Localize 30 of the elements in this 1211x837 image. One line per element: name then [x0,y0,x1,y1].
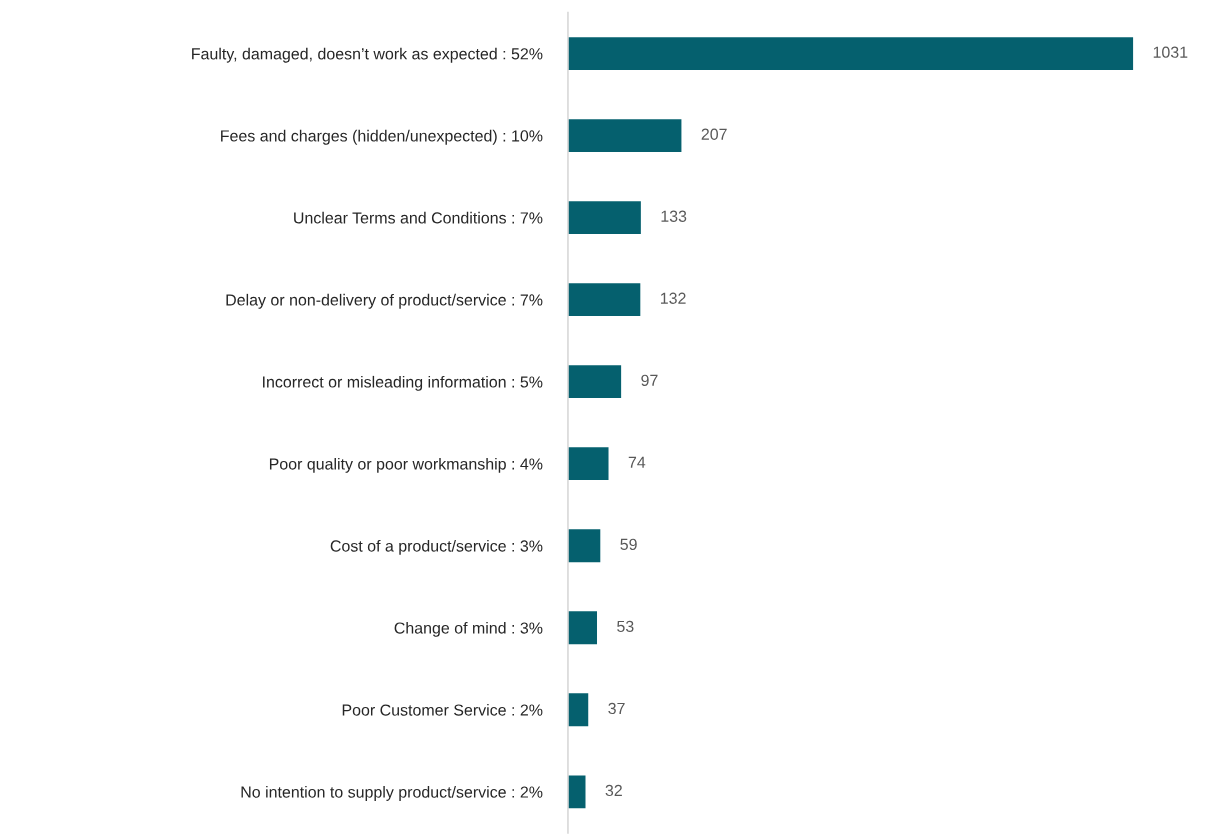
y-tick-label: Poor Customer Service : 2% [342,703,543,716]
y-tick-label: Faulty, damaged, doesn’t work as expected : 52% [192,47,543,63]
bar [567,201,641,235]
data-label: 37 [608,702,625,715]
y-tick-label: Change of mind : 3% [394,621,543,637]
data-label: 207 [701,128,727,140]
y-tick-label: Unclear Terms and Conditions : 7% [294,211,543,224]
data-label: 53 [617,620,634,633]
data-label: 97 [641,374,658,386]
bar [567,37,1134,70]
y-tick-label: Incorrect or misleading information : 5% [263,375,543,391]
y-tick-label: Fees and charges (hidden/unexpected) : 10% [221,129,543,145]
bar [567,447,609,481]
y-tick-label: Cost of a product/service : 3% [330,539,543,555]
bar [567,693,589,727]
bar [567,119,682,152]
bar [567,365,622,399]
y-tick-label: No intention to supply product/service : 2% [241,786,543,801]
data-label: 59 [620,538,637,551]
data-label: 1031 [1153,46,1188,58]
data-label: 132 [660,292,686,304]
data-label: 133 [661,210,687,222]
bar [567,611,598,645]
y-tick-label: Delay or non-delivery of product/service : 7% [226,293,543,309]
data-label: 32 [605,784,622,797]
bar [567,775,586,809]
bar [567,529,601,563]
bar [567,283,641,317]
y-tick-label: Poor quality or poor workmanship : 4% [269,457,543,473]
data-label: 74 [628,456,646,468]
